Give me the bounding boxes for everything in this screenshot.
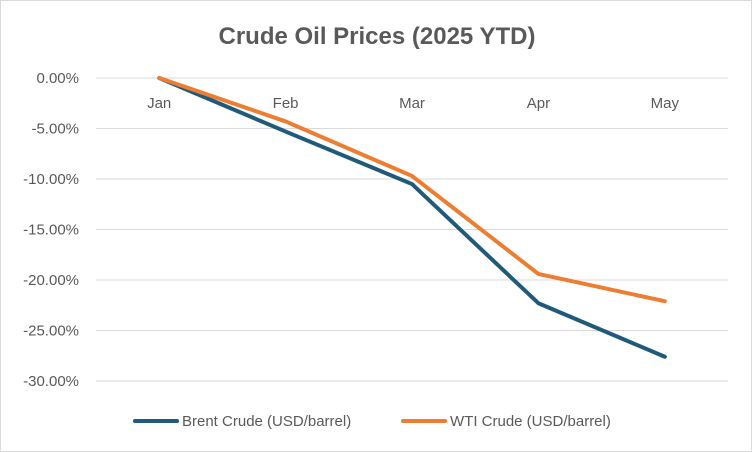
- series-lines: [157, 76, 667, 359]
- series-line-wti: [157, 76, 667, 304]
- gridlines: [96, 77, 728, 382]
- x-tick-label: Apr: [527, 95, 550, 112]
- x-tick-label: Feb: [273, 95, 299, 112]
- x-tick-label: Mar: [399, 95, 425, 112]
- series-line-brent: [157, 76, 667, 359]
- y-tick-label: 0.00%: [36, 70, 79, 87]
- y-tick-label: -30.00%: [23, 373, 79, 390]
- legend-label: Brent Crude (USD/barrel): [182, 413, 351, 430]
- y-tick-label: -10.00%: [23, 171, 79, 188]
- y-axis-ticks: 0.00% -5.00% -10.00% -15.00% -20.00% -25.00% -…: [23, 70, 79, 390]
- y-tick-label: -15.00%: [23, 222, 79, 239]
- y-tick-label: -20.00%: [23, 272, 79, 289]
- legend-label: WTI Crude (USD/barrel): [450, 413, 611, 430]
- x-axis-ticks: Jan Feb Mar Apr May: [147, 95, 679, 112]
- y-tick-label: -5.00%: [31, 121, 79, 138]
- x-tick-label: Jan: [147, 95, 171, 112]
- y-tick-label: -25.00%: [23, 323, 79, 340]
- legend: Brent Crude (USD/barrel) WTI Crude (USD/b…: [133, 413, 611, 430]
- chart-title: Crude Oil Prices (2025 YTD): [218, 23, 535, 50]
- x-tick-label: May: [651, 95, 680, 112]
